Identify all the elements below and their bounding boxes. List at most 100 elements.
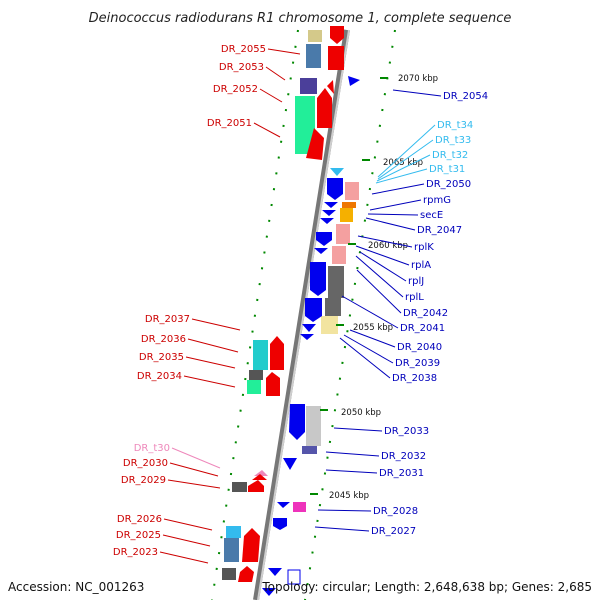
gene-arrow bbox=[270, 336, 284, 370]
gene-label: DR_2042 bbox=[403, 308, 448, 319]
gene-label: DR_t32 bbox=[432, 150, 468, 161]
gene-label: DR_2055 bbox=[221, 44, 266, 55]
gene-label: DR_t31 bbox=[429, 164, 465, 175]
gene-label: DR_2053 bbox=[219, 62, 264, 73]
gene-label: DR_2026 bbox=[117, 514, 162, 525]
gene-box bbox=[287, 569, 301, 585]
gene-box bbox=[332, 246, 346, 264]
gene-label: DR_2038 bbox=[392, 373, 437, 384]
kbp-tick-label: 2045 kbp bbox=[329, 491, 369, 501]
gene-box bbox=[340, 208, 353, 222]
gene-label: rplL bbox=[405, 292, 424, 303]
gene-box bbox=[222, 568, 236, 580]
gene-dr2052-box bbox=[295, 96, 315, 154]
gene-box bbox=[328, 266, 344, 298]
gene-label: rplK bbox=[414, 242, 434, 253]
gene-arrow bbox=[248, 480, 264, 492]
gene-box bbox=[249, 370, 263, 380]
gene-arrow bbox=[324, 202, 338, 208]
gene-box bbox=[345, 182, 359, 200]
map-title: Deinococcus radiodurans R1 chromosome 1,… bbox=[89, 11, 512, 26]
gene-dr2053-box bbox=[300, 78, 317, 94]
gene-features bbox=[222, 26, 360, 596]
gene-label: DR_2035 bbox=[139, 352, 184, 363]
gene-box bbox=[325, 298, 341, 316]
gene-label: DR_2032 bbox=[381, 451, 426, 462]
kbp-tick-label: 2060 kbp bbox=[368, 241, 408, 251]
gene-dr2055-box bbox=[306, 44, 321, 68]
gene-arrow bbox=[273, 518, 287, 530]
kbp-tick-label: 2070 kbp bbox=[398, 74, 438, 84]
kbp-tick-label: 2055 kbp bbox=[353, 323, 393, 333]
gene-label: DR_2052 bbox=[213, 84, 258, 95]
gene-arrow bbox=[328, 46, 344, 70]
gene-label: DR_2027 bbox=[371, 526, 416, 537]
gene-arrow bbox=[322, 210, 336, 216]
gene-arrow bbox=[238, 566, 254, 582]
gene-arrow bbox=[327, 178, 343, 200]
gene-label: DR_t33 bbox=[435, 135, 471, 146]
gene-arrow bbox=[317, 88, 332, 128]
gene-label: DR_2054 bbox=[443, 91, 488, 102]
gene-arrow bbox=[266, 372, 280, 396]
gene-box bbox=[336, 224, 350, 244]
gene-label: DR_2023 bbox=[113, 547, 158, 558]
gene-arrow bbox=[348, 76, 360, 86]
gene-arrow bbox=[306, 128, 324, 160]
gene-label: DR_2036 bbox=[141, 334, 186, 345]
gene-label: DR_t30 bbox=[134, 443, 170, 454]
gene-arrow bbox=[242, 528, 260, 562]
gene-arrow bbox=[283, 458, 297, 470]
gene-arrow bbox=[252, 474, 267, 480]
gene-arrow bbox=[310, 262, 326, 296]
gene-box bbox=[226, 526, 241, 538]
gene-box bbox=[247, 380, 261, 394]
gene-label: DR_2047 bbox=[417, 225, 462, 236]
gene-arrow bbox=[289, 404, 305, 440]
gene-label: DR_2028 bbox=[373, 506, 418, 517]
gene-arrow bbox=[268, 568, 282, 576]
gene-label: DR_2050 bbox=[426, 179, 471, 190]
gene-label: DR_2051 bbox=[207, 118, 252, 129]
gene-arrow bbox=[316, 232, 332, 246]
gene-arrow bbox=[320, 218, 334, 224]
gene-box bbox=[253, 340, 268, 370]
gene-arrow bbox=[262, 588, 276, 596]
gene-label: secE bbox=[420, 210, 443, 221]
gene-box bbox=[302, 446, 317, 454]
gene-label: rplA bbox=[411, 260, 431, 271]
gene-label: DR_2034 bbox=[137, 371, 182, 382]
gene-arrow bbox=[302, 324, 316, 332]
kbp-tick-label: 2050 kbp bbox=[341, 408, 381, 418]
right-gene-labels: DR_2054 DR_t34 DR_t33 DR_t32 DR_t31 DR_2050rp… bbox=[314, 89, 488, 537]
gene-label: DR_2039 bbox=[395, 358, 440, 369]
gene-box bbox=[321, 316, 338, 334]
gene-label: rplJ bbox=[408, 276, 424, 287]
topology-text: Topology: circular; Length: 2,648,638 bp… bbox=[262, 580, 592, 594]
gene-label: DR_2037 bbox=[145, 314, 190, 325]
gene-label: DR_2033 bbox=[384, 426, 429, 437]
kbp-scale: 2070 kbp 2065 kbp 2060 kbp 2055 kbp 2050 kbp… bbox=[310, 74, 438, 501]
gene-label: DR_2041 bbox=[400, 323, 445, 334]
gene-arrow bbox=[305, 298, 322, 322]
gene-arrow bbox=[300, 334, 314, 340]
gene-arrow bbox=[254, 470, 268, 476]
kbp-tick-label: 2065 kbp bbox=[383, 158, 423, 168]
accession-text: Accession: NC_001263 bbox=[8, 580, 145, 594]
left-gene-labels: DR_2055 DR_2053 DR_2052 DR_2051 DR_2037 DR_20… bbox=[113, 44, 301, 564]
gene-box bbox=[293, 502, 306, 512]
gene-label: DR_2029 bbox=[121, 475, 166, 486]
gene-arrow bbox=[330, 26, 344, 44]
gene-label: DR_t34 bbox=[437, 120, 473, 131]
gene-box bbox=[224, 538, 239, 562]
gene-label: rpmG bbox=[423, 195, 451, 206]
gene-arrow bbox=[330, 168, 344, 176]
gene-box bbox=[306, 406, 321, 446]
gene-arrow bbox=[314, 248, 328, 254]
gene-dr2055-box bbox=[308, 30, 322, 42]
gene-label: DR_2030 bbox=[123, 458, 168, 469]
gene-box bbox=[342, 202, 356, 208]
gene-box bbox=[232, 482, 247, 492]
gene-label: DR_2031 bbox=[379, 468, 424, 479]
